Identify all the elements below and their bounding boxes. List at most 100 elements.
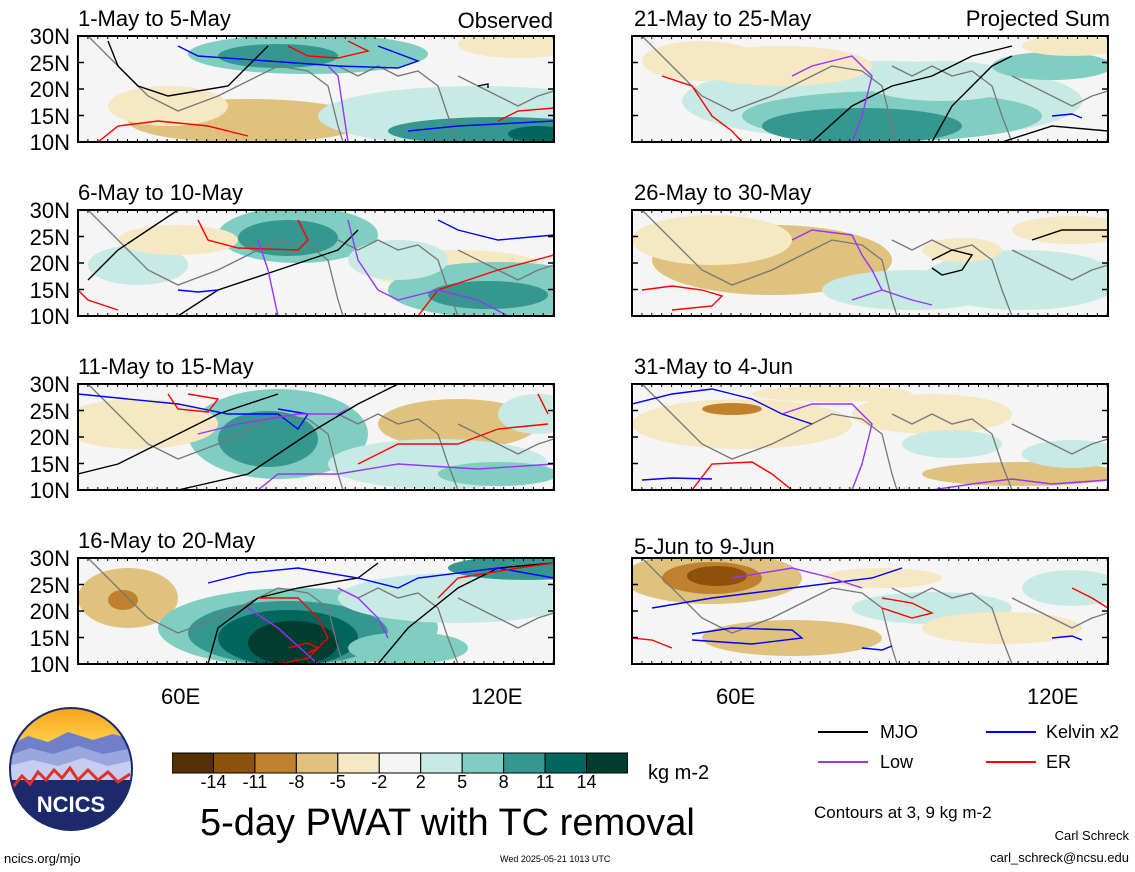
contour-mjo [1031, 229, 1108, 241]
coastline [641, 384, 898, 490]
coastline [1011, 75, 1108, 107]
colorbar-tick-label: -8 [288, 772, 305, 792]
map-panel [77, 383, 555, 491]
pwat-anomaly-region [118, 225, 238, 255]
pwat-anomaly-region [752, 386, 912, 402]
contour-mjo [811, 45, 1013, 142]
colorbar-tick-label: 14 [576, 772, 597, 792]
pwat-anomaly-region [218, 44, 338, 68]
contour-kelvin [1051, 113, 1083, 119]
pwat-anomaly-region [248, 621, 338, 664]
footer-email[interactable]: carl_schreck@ncsu.edu [990, 850, 1129, 865]
observed-tag: Observed [457, 8, 553, 33]
contour-er [497, 107, 554, 122]
colorbar-swatch [586, 752, 628, 774]
lat-label: 10N [29, 652, 70, 677]
contour-kelvin [641, 477, 713, 481]
pwat-anomaly-region [238, 220, 338, 256]
contour-legend [818, 731, 1036, 763]
lat-label: 10N [29, 478, 70, 503]
colorbar [172, 752, 628, 774]
lat-label: 15N [29, 103, 70, 129]
pwat-anomaly-region [428, 281, 548, 309]
map-panel [631, 383, 1109, 491]
lat-label: 25N [29, 50, 70, 76]
footer-timestamp: Wed 2025-05-21 1013 UTC [500, 854, 611, 864]
contour-er [1071, 587, 1108, 609]
colorbar-swatch [254, 752, 297, 774]
map-panel [77, 209, 555, 317]
contour-low [257, 239, 279, 316]
colorbar-tick-label: 11 [535, 772, 555, 792]
contour-kelvin [1051, 635, 1083, 641]
lat-label: 30N [29, 198, 70, 223]
map-panel [631, 557, 1109, 665]
contour-kelvin [651, 567, 903, 609]
pwat-anomaly-region [822, 568, 942, 588]
map-panels [77, 35, 1109, 665]
lon-label-120e-right: 120E [1027, 684, 1079, 709]
ncics-logo: NCICS [9, 707, 133, 831]
coastline [641, 36, 898, 142]
colorbar-swatch [295, 752, 339, 774]
panel-title-6: 26-May to 30-May [634, 180, 812, 205]
colorbar-swatch [172, 752, 214, 774]
lat-label: 30N [29, 372, 70, 397]
lat-label: 25N [29, 398, 70, 424]
figure-title: 5-day PWAT with TC removal [200, 802, 695, 844]
contour-kelvin [177, 289, 219, 293]
colorbar-tick-label: -11 [242, 772, 268, 792]
pwat-anomaly-region [108, 590, 138, 610]
lon-label-60e-left: 60E [161, 684, 201, 709]
contour-er [691, 461, 793, 490]
panel-title-7: 31-May to 4-Jun [634, 354, 793, 379]
contour-low [347, 219, 509, 316]
coastline [457, 597, 554, 629]
pwat-anomaly-region [348, 632, 468, 664]
contour-low [247, 607, 319, 664]
contour-kelvin [861, 645, 893, 651]
contour-low [791, 55, 873, 142]
contour-low [337, 587, 389, 639]
panel-title-2: 6-May to 10-May [78, 180, 244, 205]
lat-label: 20N [29, 425, 70, 450]
pwat-anomaly-region [1022, 36, 1108, 56]
colorbar-tick-label: -14 [200, 772, 227, 792]
contour-mjo [177, 384, 399, 490]
lat-label: 10N [29, 304, 70, 329]
lat-label: 15N [29, 451, 70, 477]
contour-er [661, 75, 743, 142]
coastline [891, 413, 1013, 490]
colorbar-tick-label: -2 [371, 772, 388, 792]
pwat-anomaly-region [922, 612, 1082, 644]
footer-url[interactable]: ncics.org/mjo [4, 851, 81, 866]
pwat-anomaly-region [348, 240, 448, 280]
contour-er [258, 597, 329, 664]
contour-mjo [87, 210, 179, 281]
coastline [337, 413, 459, 490]
coastline [1011, 249, 1108, 281]
colorbar-tick-label: 8 [498, 772, 509, 792]
contour-mjo [931, 55, 1013, 142]
coastline [1011, 597, 1108, 629]
pwat-anomaly-region [388, 117, 554, 142]
contour-er [417, 254, 554, 316]
colorbar-swatch [378, 752, 422, 774]
legend-label-er: ER [1046, 752, 1072, 772]
lon-label-60e-right: 60E [716, 684, 756, 709]
colorbar-units: kg m-2 [648, 762, 710, 784]
lat-label: 10N [29, 130, 70, 155]
coastline [457, 423, 554, 455]
colorbar-swatch [544, 752, 588, 774]
colorbar-swatch [420, 752, 463, 774]
coastline [457, 249, 554, 281]
lat-label: 20N [29, 77, 70, 102]
contour-er [537, 393, 549, 415]
contours-note: Contours at 3, 9 kg m-2 [814, 803, 992, 822]
map-panel [77, 557, 555, 665]
map-panel [77, 35, 555, 143]
pwat-anomaly-region [1022, 570, 1108, 606]
coastline [337, 65, 459, 142]
colorbar-swatch [337, 752, 380, 774]
